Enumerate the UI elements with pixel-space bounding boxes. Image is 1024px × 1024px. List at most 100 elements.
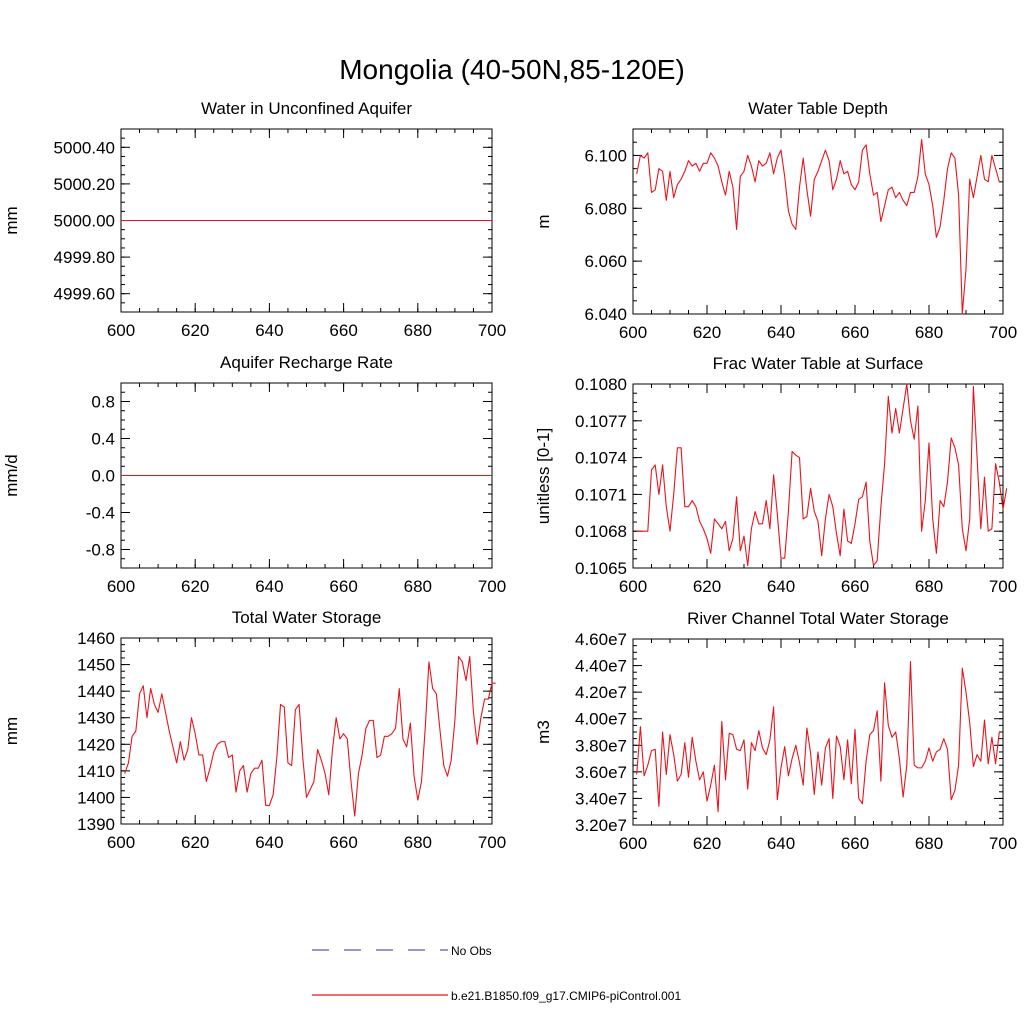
x-tick-label: 640	[767, 577, 795, 596]
y-tick-label: 3.80e7	[575, 736, 627, 755]
x-tick-label: 680	[915, 834, 943, 853]
x-tick-label: 700	[989, 577, 1017, 596]
panel-recharge: Aquifer Recharge Rate 600 620 640 660 680 700 -…	[2, 353, 506, 596]
legend-entry-no-obs: No Obs	[312, 944, 492, 958]
panel-title: Frac Water Table at Surface	[713, 354, 924, 373]
x-tick-label: 640	[255, 577, 283, 596]
x-tick-label: 680	[915, 577, 943, 596]
y-tick-label: 4.40e7	[575, 657, 627, 676]
y-axis-label: unitless [0-1]	[534, 428, 553, 524]
y-tick-label: 3.20e7	[575, 816, 627, 835]
x-tick-label: 640	[767, 323, 795, 342]
y-tick-label: 6.100	[584, 146, 627, 165]
x-tick-label: 600	[107, 321, 135, 340]
panel-wtd: Water Table Depth 600 620 640 660 680 700 6.040…	[534, 99, 1017, 342]
x-tick-label: 600	[619, 577, 647, 596]
x-tick-label: 640	[767, 834, 795, 853]
x-tick-label: 660	[841, 834, 869, 853]
y-axis-label: mm	[2, 717, 21, 745]
y-tick-label: 0.1068	[575, 522, 627, 541]
panel-aquifer: Water in Unconfined Aquifer 600 620 640 660 6…	[2, 99, 506, 340]
x-tick-label: 660	[329, 577, 357, 596]
x-tick-label: 620	[181, 577, 209, 596]
y-tick-label: 4999.60	[54, 285, 115, 304]
y-tick-label: 0.4	[91, 430, 115, 449]
figure-title: Mongolia (40-50N,85-120E)	[339, 54, 685, 85]
y-tick-label: -0.4	[86, 504, 115, 523]
plot-frame	[632, 638, 1004, 826]
y-tick-label: 1420	[77, 735, 115, 754]
x-tick-label: 600	[619, 834, 647, 853]
y-axis-label: mm/d	[2, 454, 21, 497]
plot-frame	[632, 128, 1004, 315]
y-tick-label: 4999.80	[54, 248, 115, 267]
y-tick-label: 4.60e7	[575, 630, 627, 649]
legend-label: No Obs	[451, 944, 492, 958]
y-tick-label: 1390	[77, 815, 115, 834]
y-tick-label: 1440	[77, 682, 115, 701]
x-tick-label: 620	[693, 577, 721, 596]
series-line	[124, 656, 496, 817]
x-tick-label: 680	[915, 323, 943, 342]
panel-river: River Channel Total Water Storage 600 620 6…	[534, 609, 1017, 853]
y-tick-label: 4.20e7	[575, 683, 627, 702]
y-tick-label: 0.8	[91, 393, 115, 412]
y-tick-label: 6.060	[584, 252, 627, 271]
x-tick-label: 640	[255, 321, 283, 340]
x-tick-label: 660	[841, 577, 869, 596]
y-tick-label: 1410	[77, 762, 115, 781]
y-tick-label: 6.080	[584, 199, 627, 218]
y-tick-label: 4.00e7	[575, 710, 627, 729]
x-tick-label: 620	[693, 323, 721, 342]
x-tick-label: 700	[989, 834, 1017, 853]
x-tick-label: 680	[404, 577, 432, 596]
y-tick-label: 0.1074	[575, 449, 627, 468]
panel-tws: Total Water Storage 600 620 640 660 680 700 139…	[2, 608, 506, 852]
x-tick-label: 660	[841, 323, 869, 342]
legend-entry-model-run: b.e21.B1850.f09_g17.CMIP6-piControl.001	[312, 989, 681, 1003]
x-tick-label: 600	[107, 833, 135, 852]
y-axis-label: m	[534, 214, 553, 228]
panel-title: Aquifer Recharge Rate	[220, 353, 393, 372]
y-axis-label: m3	[534, 720, 553, 744]
y-tick-label: 1400	[77, 788, 115, 807]
series-line	[636, 383, 1008, 567]
x-tick-label: 660	[329, 833, 357, 852]
panel-frac: Frac Water Table at Surface 600 620 640 660 6…	[534, 354, 1017, 596]
y-tick-label: 5000.40	[54, 138, 115, 157]
panel-title: River Channel Total Water Storage	[687, 609, 949, 628]
x-tick-label: 600	[619, 323, 647, 342]
y-tick-label: 0.1065	[575, 559, 627, 578]
panel-title: Total Water Storage	[232, 608, 382, 627]
y-tick-label: 3.40e7	[575, 789, 627, 808]
panel-title: Water Table Depth	[748, 99, 888, 118]
series-line	[636, 661, 1000, 813]
series-line	[636, 139, 1000, 315]
y-tick-label: 0.1080	[575, 375, 627, 394]
x-tick-label: 600	[107, 577, 135, 596]
x-tick-label: 700	[478, 577, 506, 596]
y-tick-label: 3.60e7	[575, 763, 627, 782]
panel-title: Water in Unconfined Aquifer	[201, 99, 412, 118]
y-tick-label: 5000.00	[54, 212, 115, 231]
legend-label: b.e21.B1850.f09_g17.CMIP6-piControl.001	[451, 989, 681, 1003]
x-tick-label: 620	[693, 834, 721, 853]
x-tick-label: 700	[478, 833, 506, 852]
x-tick-label: 680	[404, 321, 432, 340]
y-tick-label: 1430	[77, 709, 115, 728]
y-tick-label: 6.040	[584, 305, 627, 324]
x-tick-label: 700	[989, 323, 1017, 342]
y-tick-label: 0.0	[91, 467, 115, 486]
y-tick-label: 0.1077	[575, 412, 627, 431]
y-axis-label: mm	[2, 206, 21, 234]
x-tick-label: 700	[478, 321, 506, 340]
legend: No Obs b.e21.B1850.f09_g17.CMIP6-piContr…	[312, 944, 681, 1003]
x-tick-label: 640	[255, 833, 283, 852]
x-tick-label: 620	[181, 833, 209, 852]
y-tick-label: 5000.20	[54, 175, 115, 194]
x-tick-label: 680	[404, 833, 432, 852]
y-tick-label: 0.1071	[575, 485, 627, 504]
y-tick-label: -0.8	[86, 541, 115, 560]
x-tick-label: 620	[181, 321, 209, 340]
